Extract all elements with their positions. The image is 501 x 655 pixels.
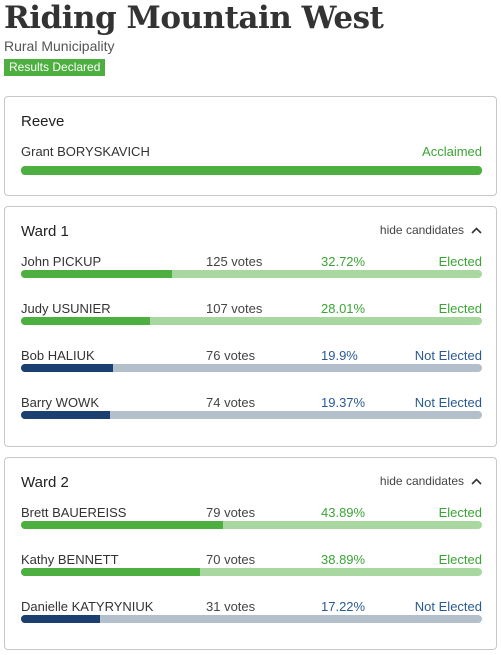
candidate-row: John PICKUP 125 votes 32.72% Elected [21, 254, 482, 284]
vote-share-bar [21, 568, 482, 576]
candidate-votes: 107 votes [206, 301, 263, 316]
vote-share-fill [21, 411, 111, 419]
vote-share-fill [21, 615, 101, 623]
candidate-votes: 79 votes [206, 505, 256, 520]
candidate-status: Elected [438, 254, 482, 269]
candidate-votes: 31 votes [206, 599, 256, 614]
candidate-percent: 28.01% [321, 301, 366, 316]
vote-share-bar [21, 364, 482, 372]
vote-share-fill [21, 521, 224, 529]
chevron-up-icon [471, 226, 482, 234]
hide-candidates-label: hide candidates [379, 474, 464, 488]
candidate-name: John PICKUP [21, 254, 102, 269]
candidate-name: Judy USUNIER [21, 301, 111, 316]
candidate-percent: 19.37% [321, 395, 366, 410]
vote-share-bar [21, 521, 482, 529]
candidate-percent: 19.9% [321, 348, 358, 363]
ward-2-card: Ward 2 hide candidates Brett BAUEREISS 79… [4, 457, 497, 650]
candidate-votes: 74 votes [206, 395, 256, 410]
hide-candidates-toggle[interactable]: hide candidates [380, 474, 482, 488]
candidate-percent: 32.72% [321, 254, 366, 269]
candidate-votes: 125 votes [206, 254, 263, 269]
candidate-name: Grant BORYSKAVICH [21, 144, 150, 159]
candidate-name: Danielle KATYRYNIUK [21, 599, 154, 614]
vote-share-bar [21, 411, 482, 419]
chevron-up-icon [471, 477, 482, 485]
candidate-status: Not Elected [414, 395, 482, 410]
acclaimed-bar [21, 166, 482, 175]
vote-share-fill [21, 568, 201, 576]
candidate-name: Bob HALIUK [21, 348, 95, 363]
candidate-row: Judy USUNIER 107 votes 28.01% Elected [21, 301, 482, 331]
candidate-status: Not Elected [414, 599, 482, 614]
status-badge: Results Declared [4, 59, 106, 76]
page-title: Riding Mountain West [4, 0, 384, 36]
card-title: Reeve [21, 113, 65, 130]
candidate-status: Acclaimed [422, 144, 482, 159]
vote-share-fill [21, 364, 113, 372]
candidate-percent: 17.22% [321, 599, 366, 614]
candidate-row: Kathy BENNETT 70 votes 38.89% Elected [21, 552, 482, 582]
hide-candidates-toggle[interactable]: hide candidates [380, 223, 482, 237]
ward-1-card: Ward 1 hide candidates John PICKUP 125 vo… [4, 206, 497, 447]
candidate-row: Grant BORYSKAVICH Acclaimed [21, 144, 482, 175]
page-subtitle: Rural Municipality [4, 38, 115, 54]
candidate-votes: 76 votes [206, 348, 256, 363]
candidate-status: Elected [438, 301, 482, 316]
candidate-row: Barry WOWK 74 votes 19.37% Not Elected [21, 395, 482, 425]
candidate-status: Not Elected [414, 348, 482, 363]
candidate-percent: 38.89% [321, 552, 366, 567]
card-title: Ward 2 [21, 474, 69, 491]
candidate-name: Brett BAUEREISS [21, 505, 127, 520]
vote-share-bar [21, 615, 482, 623]
candidate-row: Brett BAUEREISS 79 votes 43.89% Elected [21, 505, 482, 535]
reeve-card: Reeve Grant BORYSKAVICH Acclaimed [4, 96, 497, 196]
hide-candidates-label: hide candidates [379, 223, 464, 237]
candidate-percent: 43.89% [321, 505, 366, 520]
candidate-status: Elected [438, 505, 482, 520]
candidate-votes: 70 votes [206, 552, 256, 567]
vote-share-fill [21, 317, 151, 325]
candidate-row: Danielle KATYRYNIUK 31 votes 17.22% Not Ele… [21, 599, 482, 629]
candidate-row: Bob HALIUK 76 votes 19.9% Not Elected [21, 348, 482, 378]
candidate-name: Barry WOWK [21, 395, 99, 410]
card-title: Ward 1 [21, 223, 69, 240]
candidate-name: Kathy BENNETT [21, 552, 119, 567]
vote-share-bar [21, 317, 482, 325]
vote-share-bar [21, 270, 482, 278]
vote-share-fill [21, 270, 172, 278]
candidate-status: Elected [438, 552, 482, 567]
